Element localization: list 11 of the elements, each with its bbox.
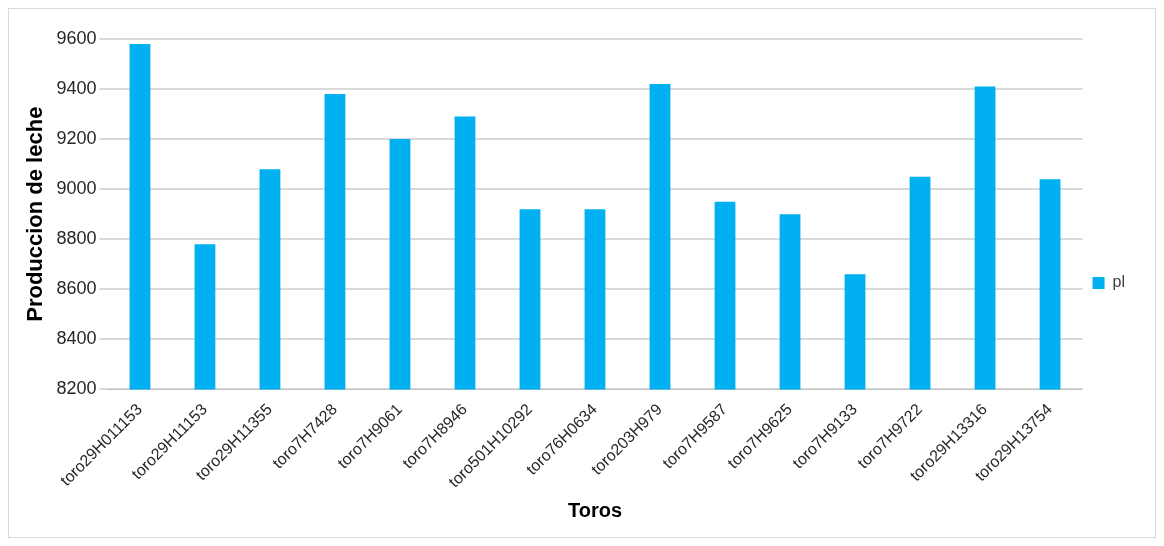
y-tick-label: 9600 — [56, 27, 97, 48]
y-tick-label: 8200 — [56, 378, 97, 399]
y-tick-label: 8600 — [56, 278, 97, 299]
legend-label: pl — [1112, 273, 1125, 291]
y-axis-title: Produccion de leche — [22, 106, 48, 322]
y-tick-label: 9400 — [56, 78, 97, 99]
y-tick-label: 9000 — [56, 178, 97, 199]
y-tick-label: 9200 — [56, 128, 97, 149]
y-tick-label: 8800 — [56, 228, 97, 249]
x-axis-title: Toros — [567, 498, 623, 521]
y-tick-label: 8400 — [56, 328, 97, 349]
